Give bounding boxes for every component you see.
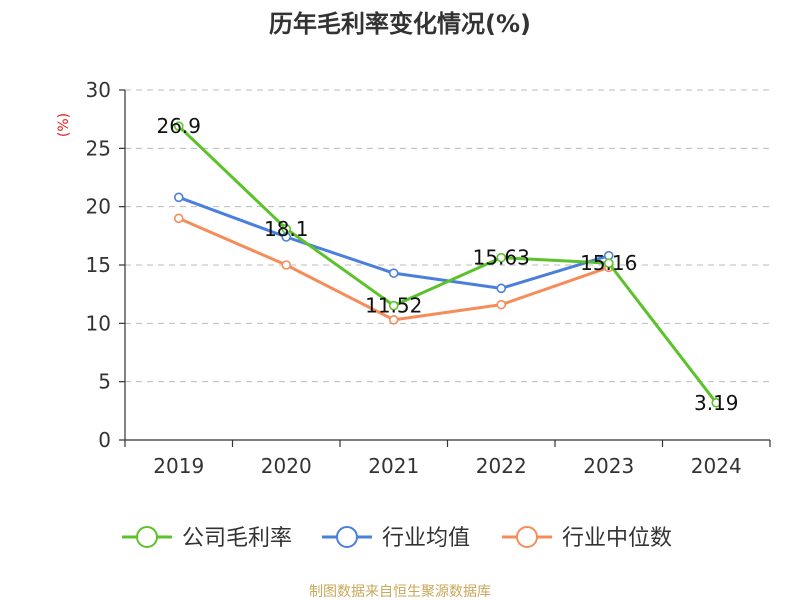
data-point (281, 260, 292, 270)
y-tick-label: 15 (86, 253, 111, 277)
data-point (173, 213, 184, 224)
legend-label: 行业均值 (382, 526, 470, 551)
data-label: 15.16 (580, 251, 637, 275)
legend-label: 行业中位数 (562, 526, 672, 551)
x-tick-label: 2021 (368, 454, 419, 478)
legend-label: 公司毛利率 (182, 526, 292, 551)
y-tick-label: 0 (98, 428, 111, 452)
y-tick-label: 10 (86, 311, 111, 335)
y-tick-label: 25 (86, 136, 111, 160)
data-point (281, 224, 292, 234)
data-point (173, 121, 184, 131)
legend-marker (516, 526, 538, 548)
data-point (388, 268, 399, 278)
data-point (603, 258, 614, 268)
legend-item[interactable]: 行业中位数 (502, 526, 672, 551)
x-tick-label: 2019 (153, 454, 204, 478)
data-label: 26.9 (156, 114, 201, 138)
x-tick-label: 2022 (476, 454, 527, 478)
data-point (388, 315, 399, 325)
legend-item[interactable]: 行业均值 (322, 526, 470, 551)
y-axis-label: (%) (56, 113, 72, 137)
data-point (388, 300, 399, 311)
x-tick-label: 2024 (691, 454, 742, 478)
legend-marker (336, 526, 358, 548)
legend-item[interactable]: 公司毛利率 (122, 526, 292, 551)
data-point (711, 397, 722, 408)
source-note: 制图数据来自恒生聚源数据库 (309, 584, 491, 600)
legend[interactable]: 公司毛利率 行业均值 行业中位数 (122, 526, 672, 551)
grid (125, 89, 770, 383)
data-point (496, 252, 507, 263)
y-tick-label: 20 (86, 195, 111, 219)
data-labels: 26.9 18.1 11.52 15.63 15.16 3.19 (156, 114, 738, 415)
chart-title: 历年毛利率变化情况(%) (269, 10, 531, 38)
series-layer (173, 121, 722, 408)
data-label: 11.52 (365, 294, 422, 318)
data-label: 3.19 (694, 391, 739, 415)
y-tick-label: 30 (86, 78, 111, 102)
legend-marker (136, 526, 158, 548)
series-line (177, 125, 718, 404)
data-point (496, 283, 507, 294)
x-tick-label: 2020 (261, 454, 312, 478)
data-label: 18.1 (264, 217, 309, 241)
y-tick-label: 5 (98, 370, 111, 394)
data-point (173, 192, 184, 203)
x-tick-label: 2023 (583, 454, 634, 478)
data-point (496, 299, 507, 310)
axes: 0 5 10 15 20 25 30 2019 2020 2021 2022 2023 2024 (86, 78, 771, 478)
data-label: 15.63 (473, 246, 530, 270)
